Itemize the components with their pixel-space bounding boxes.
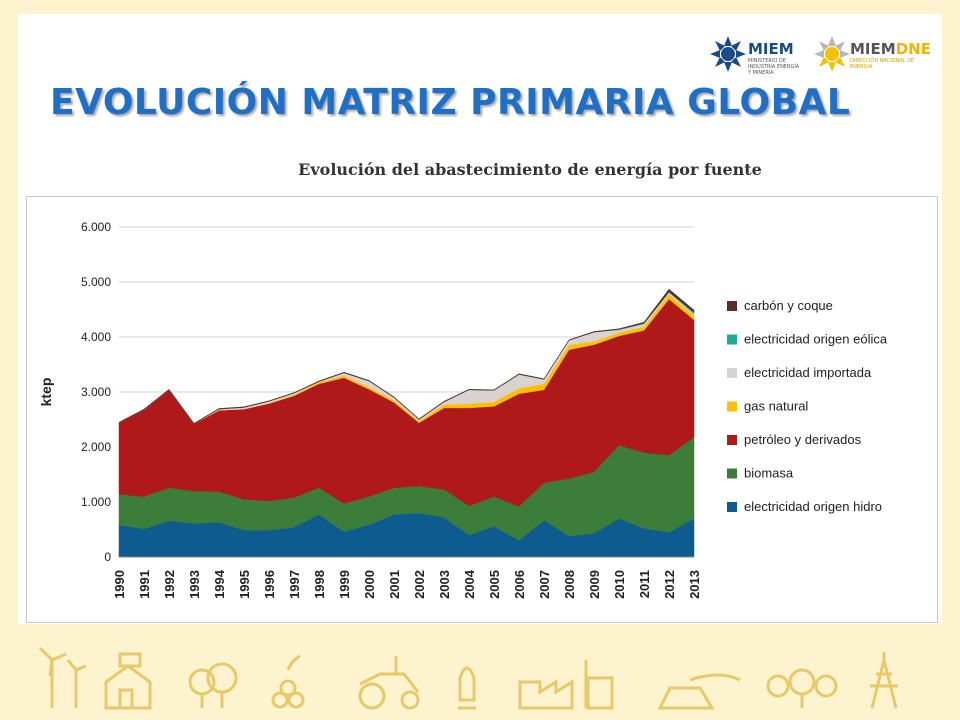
x-tick-label: 2005 (487, 570, 502, 599)
legend-swatch (727, 334, 737, 345)
x-tick-label: 1995 (237, 570, 252, 599)
city-trees-icon (766, 668, 838, 708)
x-tick-label: 2009 (587, 570, 602, 599)
legend-label: electricidad origen hidro (744, 499, 882, 514)
x-tick-label: 1999 (337, 570, 352, 599)
x-tick-label: 2003 (437, 570, 452, 599)
y-tick-label: 2.000 (81, 440, 111, 454)
y-tick-label: 5.000 (81, 275, 111, 289)
logo-dne-part-a: MIEM (850, 40, 896, 58)
legend-swatch (727, 502, 737, 512)
legend-swatch (727, 401, 737, 412)
x-tick-label: 2000 (362, 570, 377, 599)
x-tick-label: 2010 (612, 570, 627, 599)
dne-sun-icon (814, 36, 850, 72)
y-tick-label: 0 (104, 550, 111, 564)
legend-swatch (727, 435, 737, 445)
y-tick-label: 6.000 (81, 220, 111, 234)
chart-title: Evolución del abastecimiento de energía … (298, 160, 762, 179)
area-series-6 (118, 288, 695, 425)
chart-container: 0 1.000 2.000 3.000 4.000 5.000 6.000 1990 1991 1… (26, 196, 938, 623)
legend-swatch (727, 301, 737, 311)
power-tower-icon (870, 652, 898, 709)
logo-dne-subtitle: DIRECCIÓN NACIONAL DE ENERGÍA (850, 58, 915, 70)
x-tick-label: 1994 (212, 569, 227, 599)
tractor-icon (358, 656, 420, 710)
x-tick-label: 2008 (562, 570, 577, 599)
page-title: EVOLUCIÓN MATRIZ PRIMARIA GLOBAL (50, 82, 851, 123)
light-bulb-icon (458, 666, 476, 710)
house-solar-icon (104, 652, 152, 710)
x-tick-label: 2007 (537, 570, 552, 599)
logo-dne-text: MIEMDNE (850, 40, 931, 58)
x-tick-label: 2006 (512, 570, 527, 599)
y-tick-label: 4.000 (81, 330, 111, 344)
x-tick-label: 1990 (112, 570, 127, 599)
x-tick-label: 2001 (387, 570, 402, 599)
x-tick-label: 1997 (287, 570, 302, 599)
logo-miem-text: MIEM (748, 40, 794, 58)
trees-icon (188, 662, 238, 708)
x-tick-label: 2013 (687, 570, 702, 599)
x-tick-label: 2004 (462, 569, 477, 599)
x-tick-label: 2011 (637, 570, 652, 598)
windmill-icon (38, 646, 87, 708)
y-tick-label: 1.000 (81, 495, 111, 509)
legend-swatch (727, 468, 737, 479)
logo-miem-subtitle: MINISTERIO DE INDUSTRIA ENERGÍA Y MINERÍ… (748, 58, 800, 76)
factory-icon (518, 660, 614, 710)
x-tick-label: 1991 (137, 570, 152, 599)
x-tick-label: 1996 (262, 570, 277, 599)
x-tick-label: 1993 (187, 570, 202, 599)
x-tick-label: 1992 (162, 570, 177, 599)
legend-label: electricidad origen eólica (744, 332, 888, 347)
decorative-energy-border (38, 646, 898, 710)
logo-miem-dne: MIEMDNE DIRECCIÓN NACIONAL DE ENERGÍA (812, 34, 942, 74)
wood-logs-icon (271, 654, 305, 709)
chart-svg: 0 1.000 2.000 3.000 4.000 5.000 6.000 1990 1991 1… (38, 220, 888, 599)
x-tick-label: 2012 (662, 570, 677, 599)
legend-label: biomasa (744, 466, 794, 481)
oil-refinery-icon (657, 673, 741, 710)
y-tick-label: 3.000 (81, 385, 111, 399)
x-tick-label: 2002 (412, 570, 427, 599)
legend-label: petróleo y derivados (744, 432, 862, 447)
logo-miem: MIEM MINISTERIO DE INDUSTRIA ENERGÍA Y M… (708, 34, 808, 76)
logo-dne-part-b: DNE (895, 40, 931, 58)
legend-label: gas natural (744, 399, 808, 414)
legend-label: carbón y coque (744, 298, 833, 313)
legend-label: electricidad importada (744, 365, 872, 380)
legend-swatch (727, 368, 737, 378)
y-axis-label: ktep (38, 378, 54, 407)
x-tick-label: 1998 (312, 570, 327, 599)
miem-sun-icon (710, 36, 746, 72)
